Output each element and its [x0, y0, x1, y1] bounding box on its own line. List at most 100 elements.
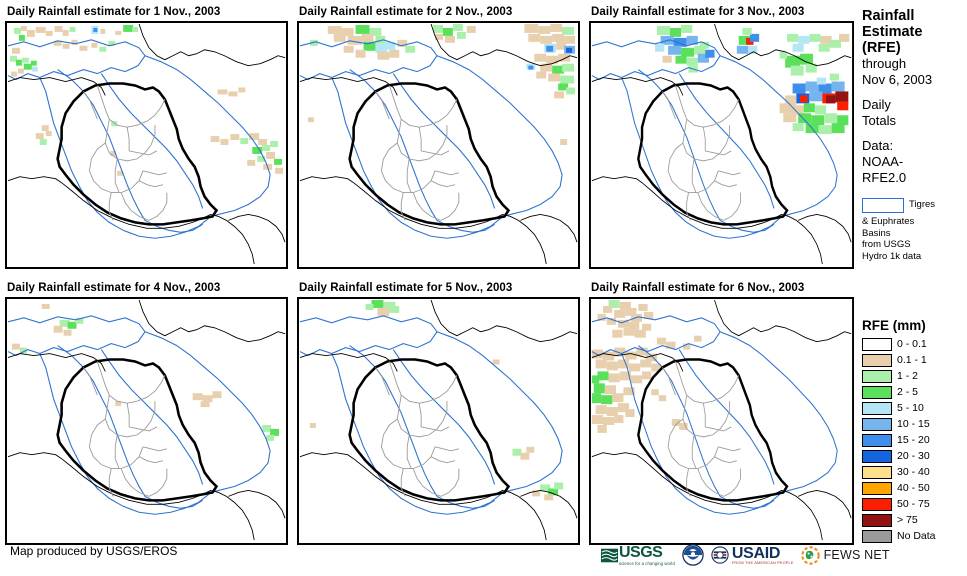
info-data-line3: RFE2.0 [862, 170, 907, 185]
rfe-label: 1 - 2 [897, 370, 919, 382]
rfe-legend-item: 20 - 30 [862, 449, 967, 464]
basin-label-5: Hydro 1k data [862, 250, 922, 262]
rfe-legend-item: 0 - 0.1 [862, 337, 967, 352]
rfe-swatch [862, 450, 892, 463]
rain-cells-1 [9, 24, 284, 176]
rfe-label: 2 - 5 [897, 386, 919, 398]
info-data-source: Data: NOAA- RFE2.0 [862, 138, 967, 186]
rfe-label: 30 - 40 [897, 466, 930, 478]
basin-label-1: Tigres [909, 199, 936, 210]
rfe-legend-item: 50 - 75 [862, 497, 967, 512]
rfe-legend-item: 1 - 2 [862, 369, 967, 384]
map-panel-2: Daily Rainfall estimate for 2 Nov., 2003 [297, 6, 580, 269]
province-borders-6 [662, 361, 741, 497]
rfe-swatch [862, 370, 892, 383]
country-borders-4 [7, 299, 286, 541]
panel-title-5: Daily Rainfall estimate for 5 Nov., 2003 [299, 282, 513, 294]
basin-legend-lines: & Euphrates Basins from USGS Hydro 1k da… [862, 216, 967, 262]
rfe-legend-item: > 75 [862, 513, 967, 528]
usgs-tagline: science for a changing world [619, 560, 675, 566]
rfe-swatch [862, 434, 892, 447]
rfe-swatch [862, 386, 892, 399]
rfe-legend-item: 5 - 10 [862, 401, 967, 416]
rfe-label: 0.1 - 1 [897, 354, 927, 366]
basin-outline-5 [299, 315, 563, 515]
rfe-swatch [862, 514, 892, 527]
usaid-logo[interactable]: USAID FROM THE AMERICAN PEOPLE [711, 544, 794, 565]
usgs-wave-icon [601, 548, 618, 562]
panel-title-3: Daily Rainfall estimate for 3 Nov., 2003 [591, 6, 805, 18]
rfe-label: No Data [897, 530, 936, 542]
map-panel-6: Daily Rainfall estimate for 6 Nov., 2003 [589, 282, 854, 545]
panel-title-1: Daily Rainfall estimate for 1 Nov., 2003 [7, 6, 221, 18]
map-frame-4[interactable] [5, 297, 288, 545]
info-totals-line2: Totals [862, 113, 896, 128]
rain-cells-3 [655, 24, 850, 135]
rfe-swatch [862, 418, 892, 431]
info-data-line2: NOAA- [862, 154, 904, 169]
basin-label-4: from USGS [862, 239, 911, 250]
province-borders-3 [662, 85, 741, 221]
rfe-legend-item: No Data [862, 529, 967, 544]
map-canvas-6 [590, 298, 853, 544]
usaid-wordmark: USAID [731, 544, 781, 562]
map-canvas-5 [298, 298, 579, 544]
rfe-label: 20 - 30 [897, 450, 930, 462]
info-totals: Daily Totals [862, 97, 967, 129]
rain-cells-2 [307, 23, 576, 145]
info-date: Nov 6, 2003 [862, 72, 933, 87]
iraq-border-2 [348, 82, 511, 226]
map-canvas-4 [6, 298, 287, 544]
rfe-label: 50 - 75 [897, 498, 930, 510]
info-totals-line1: Daily [862, 97, 891, 112]
rfe-legend-item: 15 - 20 [862, 433, 967, 448]
rfe-swatch [862, 402, 892, 415]
usgs-wordmark: USGS [619, 543, 663, 561]
map-credit: Map produced by USGS/EROS [10, 544, 178, 558]
rfe-swatch [862, 498, 892, 511]
iraq-border-5 [348, 358, 511, 502]
fews-wordmark: FEWS NET [823, 548, 890, 562]
map-frame-5[interactable] [297, 297, 580, 545]
map-panel-5: Daily Rainfall estimate for 5 Nov., 2003 [297, 282, 580, 545]
basin-label-2: & Euphrates [862, 216, 915, 227]
iraq-border-3 [637, 82, 789, 226]
map-frame-2[interactable] [297, 21, 580, 269]
map-frame-6[interactable] [589, 297, 854, 545]
map-panel-1: Daily Rainfall estimate for 1 Nov., 2003 [5, 6, 288, 269]
province-borders-1 [83, 85, 168, 221]
noaa-logo[interactable] [682, 544, 704, 566]
basin-swatch [862, 198, 904, 213]
rfe-swatch [862, 354, 892, 367]
rfe-legend-item: 40 - 50 [862, 481, 967, 496]
country-borders-2 [299, 23, 578, 265]
info-title-line3: (RFE) [862, 40, 901, 56]
rfe-legend: RFE (mm) 0 - 0.1 0.1 - 1 1 - 2 2 - 5 5 - 10 1… [862, 318, 967, 545]
rfe-swatch [862, 530, 892, 543]
rfe-label: 10 - 15 [897, 418, 930, 430]
rfe-legend-item: 2 - 5 [862, 385, 967, 400]
logo-row: USGS science for a changing world USAID … [601, 541, 890, 569]
map-canvas-1 [6, 22, 287, 268]
province-borders-5 [375, 361, 460, 497]
info-column: Rainfall Estimate (RFE) through Nov 6, 2… [862, 8, 967, 262]
rfe-legend-title: RFE (mm) [862, 318, 926, 333]
basin-outline-2 [299, 39, 563, 239]
country-borders-5 [299, 299, 578, 541]
usaid-tagline: FROM THE AMERICAN PEOPLE [731, 560, 794, 565]
usaid-seal-icon [711, 546, 729, 564]
rain-cells-5 [309, 299, 564, 501]
map-frame-1[interactable] [5, 21, 288, 269]
country-borders-6 [591, 299, 852, 541]
basin-label-3: Basins [862, 227, 891, 239]
panel-title-2: Daily Rainfall estimate for 2 Nov., 2003 [299, 6, 513, 18]
rfe-legend-item: 30 - 40 [862, 465, 967, 480]
rfe-label: 40 - 50 [897, 482, 930, 494]
basin-outline-3 [591, 39, 838, 239]
rfe-swatch [862, 466, 892, 479]
panel-title-6: Daily Rainfall estimate for 6 Nov., 2003 [591, 282, 805, 294]
fews-logo[interactable]: FEWS NET [800, 545, 890, 565]
basin-legend-key: Tigres [862, 198, 967, 214]
map-frame-3[interactable] [589, 21, 854, 269]
usgs-logo[interactable]: USGS science for a changing world [601, 543, 675, 566]
